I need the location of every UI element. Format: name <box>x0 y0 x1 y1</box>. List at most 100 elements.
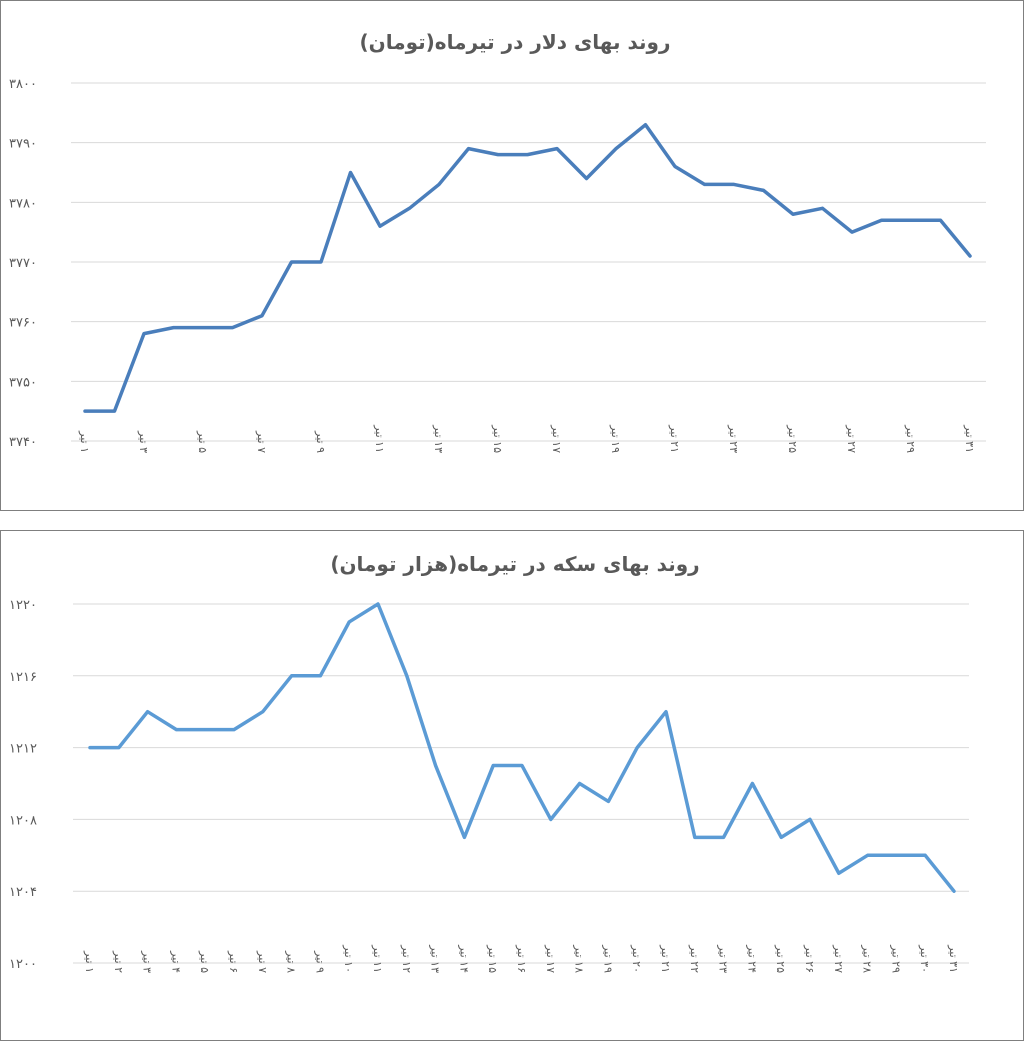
data-point <box>231 326 234 329</box>
data-point <box>808 818 812 821</box>
x-tick-label: ۸ تیر <box>285 950 298 973</box>
x-tick-label: ۲۱ تیر <box>659 944 672 973</box>
y-tick-label: ۳۷۴۰ <box>9 435 37 450</box>
x-tick-label: ۱۲ تیر <box>400 944 413 973</box>
x-tick-label: ۱ تیر <box>83 950 96 973</box>
data-point <box>232 728 236 731</box>
x-tick-label: ۱۹ تیر <box>601 944 614 973</box>
dollar-chart-panel: روند بهای دلار در تیرماه(تومان) ۳۷۴۰ ۳۷۵۰… <box>0 0 1024 511</box>
x-tick-label: ۲۲ تیر <box>688 944 701 973</box>
data-point <box>607 800 610 803</box>
data-point <box>172 326 175 329</box>
data-point <box>175 728 178 731</box>
x-tick-label: ۲۹ تیر <box>904 424 917 453</box>
x-tick-label: ۹ تیر <box>314 430 327 453</box>
data-point <box>837 872 840 875</box>
data-point <box>261 710 264 713</box>
x-tick-label: ۱۸ تیر <box>573 944 586 973</box>
x-tick-label: ۳ تیر <box>137 430 150 453</box>
data-point <box>319 260 323 264</box>
x-tick-label: ۱۶ تیر <box>515 944 528 973</box>
data-point <box>791 213 795 216</box>
data-point <box>83 409 87 413</box>
y-tick-label: ۳۷۶۰ <box>9 316 37 331</box>
coin-chart-title: روند بهای سکه در تیرماه(هزار تومان) <box>330 552 699 576</box>
y-tick-label: ۱۲۱۲ <box>9 742 37 757</box>
data-point <box>673 165 677 168</box>
x-tick-label: ۲۱ تیر <box>668 424 681 453</box>
data-point <box>520 764 524 767</box>
data-point <box>780 836 783 839</box>
data-point <box>496 153 500 156</box>
x-tick-label: ۷ تیر <box>255 430 268 453</box>
data-point <box>348 620 351 624</box>
data-point <box>113 409 116 413</box>
x-tick-label: ۱۷ تیر <box>550 424 563 453</box>
x-tick-label: ۳ تیر <box>141 950 154 973</box>
x-tick-label: ۳۰ تیر <box>918 944 931 973</box>
x-tick-label: ۱۴ تیر <box>457 944 470 973</box>
data-point <box>636 746 639 749</box>
data-point <box>578 782 581 785</box>
x-tick-label: ۵ تیر <box>198 950 211 973</box>
x-tick-label: ۲۷ تیر <box>845 424 858 453</box>
y-tick-label: ۳۸۰۰ <box>9 77 37 92</box>
x-tick-label: ۱۱ تیر <box>373 424 386 453</box>
data-point <box>555 147 559 150</box>
x-tick-label: ۱۳ تیر <box>432 424 445 453</box>
dollar-chart-title: روند بهای دلار در تیرماه(تومان) <box>360 30 671 54</box>
data-point <box>463 836 466 839</box>
data-point <box>866 854 869 857</box>
data-point <box>703 183 706 186</box>
x-tick-label: ۲۳ تیر <box>717 944 730 973</box>
x-tick-label: ۱۹ تیر <box>609 424 622 453</box>
data-point <box>408 207 411 210</box>
x-tick-label: ۲ تیر <box>112 950 125 973</box>
x-tick-label: ۵ تیر <box>196 430 209 453</box>
data-point <box>492 764 495 767</box>
data-point <box>664 710 668 713</box>
x-tick-label: ۲۷ تیر <box>832 944 845 973</box>
dollar-chart: روند بهای دلار در تیرماه(تومان) ۳۷۴۰ ۳۷۵۰… <box>9 30 986 453</box>
data-point <box>722 836 725 839</box>
data-point <box>260 314 264 317</box>
data-point <box>880 219 883 222</box>
x-tick-label: ۲۹ تیر <box>889 944 902 973</box>
data-point <box>405 674 408 677</box>
x-tick-label: ۶ تیر <box>227 950 240 973</box>
x-tick-label: ۱ تیر <box>78 430 91 453</box>
x-tick-label: ۲۸ تیر <box>861 944 874 973</box>
x-tick-label: ۹ تیر <box>313 950 326 973</box>
y-tick-label: ۳۷۷۰ <box>9 256 37 271</box>
x-tick-label: ۱۰ تیر <box>342 944 355 973</box>
x-tick-label: ۲۰ تیر <box>630 944 643 973</box>
data-point <box>751 782 754 785</box>
coin-chart: روند بهای سکه در تیرماه(هزار تومان) ۱۲۰۰… <box>9 552 969 973</box>
series-line <box>83 123 972 413</box>
data-point <box>526 153 529 156</box>
y-tick-label: ۱۲۱۶ <box>9 670 37 685</box>
x-tick-label: ۲۳ تیر <box>727 424 740 453</box>
data-point <box>968 254 972 258</box>
data-point <box>376 602 380 606</box>
data-point <box>585 177 588 180</box>
data-point <box>549 818 552 821</box>
data-point <box>939 219 942 222</box>
x-tick-label: ۲۵ تیر <box>786 424 799 453</box>
data-point <box>319 674 322 677</box>
x-tick-label: ۱۵ تیر <box>491 424 504 453</box>
data-point <box>693 836 696 839</box>
data-point <box>909 219 913 222</box>
x-tick-label: ۲۶ تیر <box>803 944 816 973</box>
x-tick-label: ۴ تیر <box>169 950 182 973</box>
data-point <box>378 225 382 228</box>
data-point <box>614 147 618 150</box>
y-tick-label: ۱۲۰۴ <box>9 885 37 900</box>
y-tick-label: ۳۷۵۰ <box>9 375 37 390</box>
data-point <box>434 764 437 767</box>
data-point <box>644 123 647 126</box>
data-point <box>142 332 146 335</box>
data-point <box>762 189 765 192</box>
data-point <box>146 710 149 713</box>
data-point <box>821 207 824 210</box>
